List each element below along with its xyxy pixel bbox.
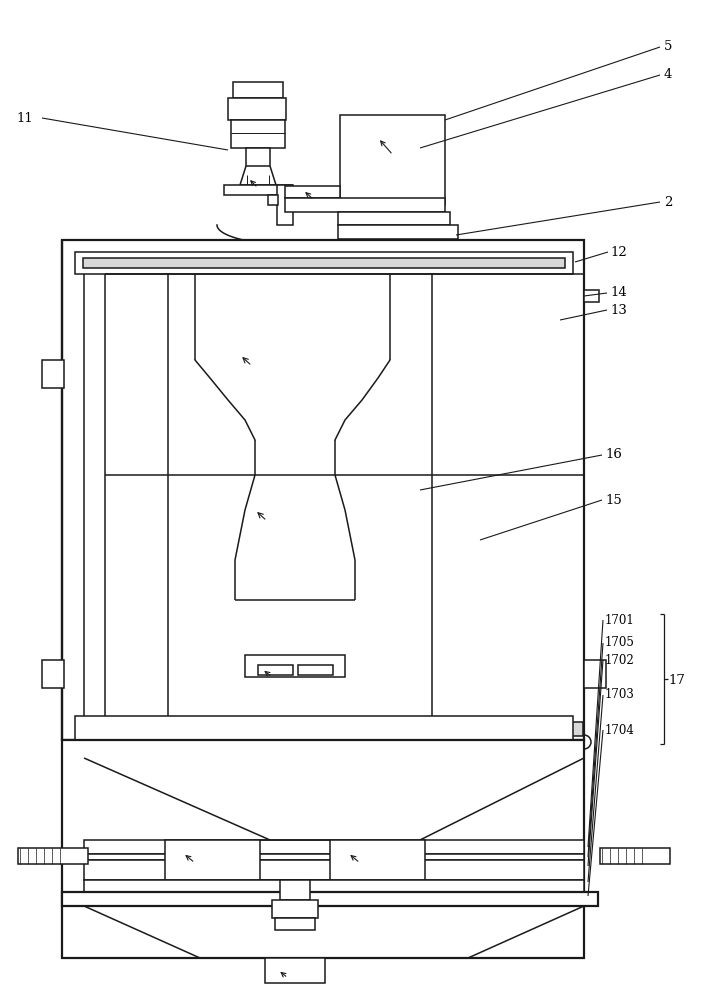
Bar [246,148,270,166]
Bar [224,185,292,195]
Bar [330,840,425,880]
Bar [600,848,670,864]
Text: 1702: 1702 [605,654,635,666]
Bar [298,665,333,675]
Bar [584,290,599,302]
Text: 17: 17 [668,674,685,686]
Bar [84,840,584,854]
Bar [285,186,340,198]
Bar [83,722,583,736]
Bar [62,892,598,906]
Bar [83,258,565,268]
Bar [338,212,450,225]
Bar [231,120,285,148]
Text: 1705: 1705 [605,637,635,650]
Bar [75,716,573,742]
Text: 1701: 1701 [605,613,635,626]
Text: 16: 16 [605,448,622,462]
Bar [285,198,445,212]
Text: 1703: 1703 [605,688,635,702]
Bar [268,195,278,205]
Bar [75,252,573,274]
Text: 2: 2 [664,196,672,209]
Text: 11: 11 [16,111,33,124]
Bar [338,225,458,239]
Text: 13: 13 [610,304,627,316]
Text: 12: 12 [610,245,627,258]
Text: 14: 14 [610,286,627,300]
Bar [62,740,584,958]
Bar [42,660,64,688]
Bar [280,880,310,900]
Bar [277,185,293,225]
Bar [84,854,584,860]
Bar [245,655,345,677]
Bar [84,880,584,892]
Text: 4: 4 [664,68,672,82]
Bar [84,860,584,880]
Bar [42,360,64,388]
Text: 1704: 1704 [605,724,635,736]
Bar [272,900,318,918]
Bar [584,660,606,688]
Bar [275,918,315,930]
Bar [165,840,260,880]
Bar [18,848,88,864]
Text: 15: 15 [605,493,622,506]
Bar [233,82,283,98]
Bar [258,665,293,675]
Text: 5: 5 [664,40,672,53]
Bar [265,958,325,983]
Bar [228,98,286,120]
Bar [340,115,445,205]
Bar [62,240,584,740]
